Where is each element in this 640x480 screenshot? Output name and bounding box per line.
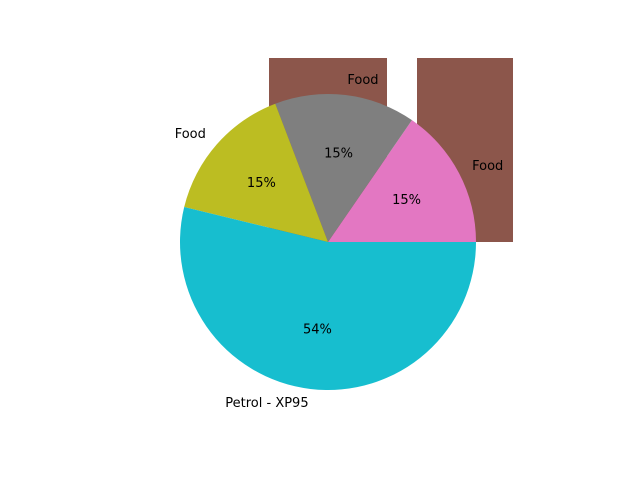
pie-slice-3 bbox=[184, 103, 328, 242]
slice-labels: Food 15% Food 15% Food 15% Petrol - XP95 54% bbox=[175, 73, 504, 411]
pie-slices bbox=[180, 94, 476, 390]
slice-percent-4: 54% bbox=[303, 323, 332, 338]
slice-label-4: Petrol - XP95 bbox=[225, 396, 308, 411]
slice-percent-2: 15% bbox=[324, 146, 353, 161]
slice-label-1: Food bbox=[472, 159, 503, 174]
slice-percent-1: 15% bbox=[392, 193, 421, 208]
pie-slice-2 bbox=[275, 94, 412, 243]
slice-label-3: Food bbox=[175, 127, 206, 142]
pie-slice-1 bbox=[328, 120, 476, 242]
slice-percent-3: 15% bbox=[247, 176, 276, 191]
pie-slice-4 bbox=[180, 206, 476, 390]
slice-label-2: Food bbox=[347, 73, 378, 88]
